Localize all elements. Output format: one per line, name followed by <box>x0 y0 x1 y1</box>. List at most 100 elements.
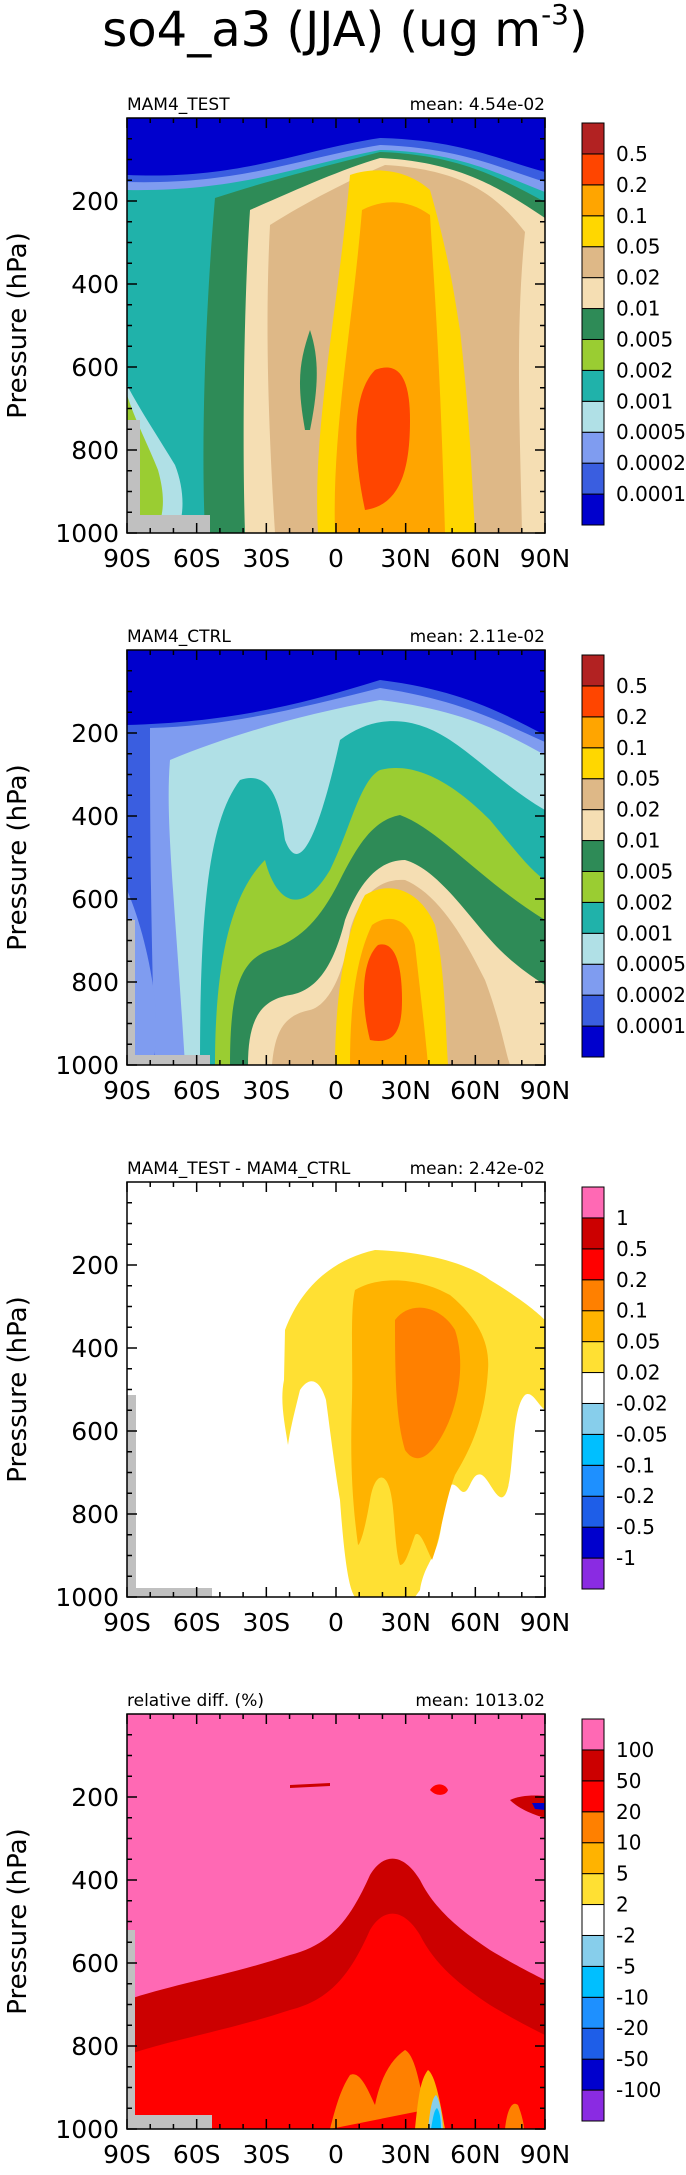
x-tick-label: 60S <box>173 544 221 573</box>
x-tick-label: 0 <box>328 544 344 573</box>
colorbar-swatch <box>581 963 605 996</box>
field-d10 <box>127 1913 545 2129</box>
colorbar-label: 0.005 <box>616 327 673 351</box>
y-tick-label: 600 <box>71 885 119 914</box>
colorbar-swatch <box>581 809 605 842</box>
colorbar-label: 0.0005 <box>616 420 686 444</box>
x-tick-label: 30N <box>380 1608 431 1637</box>
x-tick-label: 0 <box>328 1608 344 1637</box>
colorbar-label: -0.1 <box>616 1453 655 1477</box>
x-tick-label: 60S <box>173 1608 221 1637</box>
colorbar-label: 0.2 <box>616 705 648 729</box>
colorbar-swatch <box>581 1904 605 1936</box>
colorbar-label: 0.2 <box>616 1268 648 1292</box>
x-tick-label: 90N <box>520 2140 571 2169</box>
colorbar-label: 0.1 <box>616 1299 648 1323</box>
panel-ctrl-title: MAM4_CTRL <box>127 627 231 647</box>
colorbar-label: 0.2 <box>616 173 648 197</box>
x-tick-label: 60S <box>173 1076 221 1105</box>
colorbar-label: -5 <box>616 1954 636 1978</box>
colorbar-label: -0.02 <box>616 1391 668 1415</box>
y-axis-label: Pressure (hPa) <box>3 1828 33 2015</box>
x-tick-label: 90S <box>103 2140 151 2169</box>
y-axis-label: Pressure (hPa) <box>3 764 33 951</box>
y-tick-label: 800 <box>71 2032 119 2061</box>
colorbar-swatch <box>581 778 605 811</box>
colorbar-label: -20 <box>616 2016 649 2040</box>
colorbar-swatch <box>581 277 605 310</box>
colorbar-label: -10 <box>616 1985 649 2009</box>
colorbar-swatch <box>581 308 605 340</box>
colorbar-label: 0.05 <box>616 767 661 791</box>
colorbar-swatch <box>581 1464 605 1497</box>
colorbar-swatch <box>581 462 605 495</box>
colorbar-swatch <box>581 932 605 965</box>
x-tick-label: 30N <box>380 544 431 573</box>
x-tick-label: 60N <box>450 2140 501 2169</box>
colorbar-swatch <box>581 1279 605 1312</box>
field-missing <box>127 1395 212 1597</box>
colorbar-swatch <box>581 1996 605 2029</box>
colorbar-label: 1 <box>616 1206 629 1230</box>
field-missing <box>127 420 210 533</box>
y-tick-label: 600 <box>71 353 119 382</box>
colorbar-swatch <box>581 1433 605 1466</box>
colorbar-swatch <box>581 215 605 248</box>
colorbar-swatch <box>581 870 605 903</box>
field-d9-north <box>505 2103 524 2129</box>
colorbar-swatch <box>581 338 605 371</box>
y-tick-label: 600 <box>71 1949 119 1978</box>
colorbar-swatch <box>581 747 605 780</box>
x-tick-label: 30N <box>380 2140 431 2169</box>
colorbar-label: 0.5 <box>616 1237 648 1261</box>
colorbar-swatch <box>581 901 605 934</box>
colorbar-swatch <box>581 246 605 279</box>
colorbar-swatch <box>581 1025 605 1058</box>
colorbar-swatch <box>581 122 605 155</box>
panel-test-field <box>127 118 545 533</box>
colorbar-label: 0.0002 <box>616 451 686 475</box>
colorbar-label: 0.002 <box>616 890 673 914</box>
panel-ctrl: MAM4_CTRL mean: 2.11e-02 200 400 600 800 100… <box>3 627 686 1105</box>
colorbar-label: 0.0001 <box>616 1014 686 1038</box>
colorbar-swatch <box>581 1873 605 1906</box>
x-tick-label: 60N <box>450 1076 501 1105</box>
colorbar-swatch <box>581 994 605 1027</box>
y-tick-label: 1000 <box>55 2115 119 2144</box>
colorbar-label: 0.005 <box>616 859 673 883</box>
colorbar-swatch <box>581 1749 605 1782</box>
colorbar-swatch <box>581 1718 605 1751</box>
field-d10-dot <box>430 1784 448 1795</box>
y-tick-label: 200 <box>71 1783 119 1812</box>
field-d9 <box>330 2050 425 2129</box>
y-tick-label: 800 <box>71 1500 119 1529</box>
y-tick-label: 200 <box>71 719 119 748</box>
colorbar-swatch <box>581 2089 605 2122</box>
panel-rel-title: relative diff. (%) <box>127 1691 264 1711</box>
colorbar-label: 10 <box>616 1831 641 1855</box>
y-axis-label: Pressure (hPa) <box>3 232 33 419</box>
colorbar-swatch <box>581 369 605 402</box>
colorbar-label: 0.02 <box>616 1361 661 1385</box>
colorbar-swatch <box>581 184 605 217</box>
colorbar-swatch <box>581 1495 605 1528</box>
colorbar-swatch <box>581 654 605 687</box>
x-tick-label: 90S <box>103 544 151 573</box>
colorbar-swatch <box>581 1402 605 1435</box>
y-tick-label: 800 <box>71 968 119 997</box>
colorbar-label: 0.1 <box>616 736 648 760</box>
y-tick-label: 600 <box>71 1417 119 1446</box>
colorbar-swatch <box>581 431 605 464</box>
colorbar-label: 0.5 <box>616 142 648 166</box>
colorbar-label: -0.2 <box>616 1484 655 1508</box>
colorbar-label: -0.5 <box>616 1515 655 1539</box>
panel-test-title: MAM4_TEST <box>127 95 230 115</box>
colorbar-label: 0.02 <box>616 266 661 290</box>
panel-test-mean: mean: 4.54e-02 <box>410 95 545 115</box>
title-text: so4_a3 (JJA) (ug m <box>102 2 541 58</box>
panel-ctrl-field <box>127 650 545 1065</box>
colorbar-label: 100 <box>616 1738 654 1762</box>
colorbar-swatch <box>581 1186 605 1219</box>
colorbar-swatch <box>581 1248 605 1281</box>
